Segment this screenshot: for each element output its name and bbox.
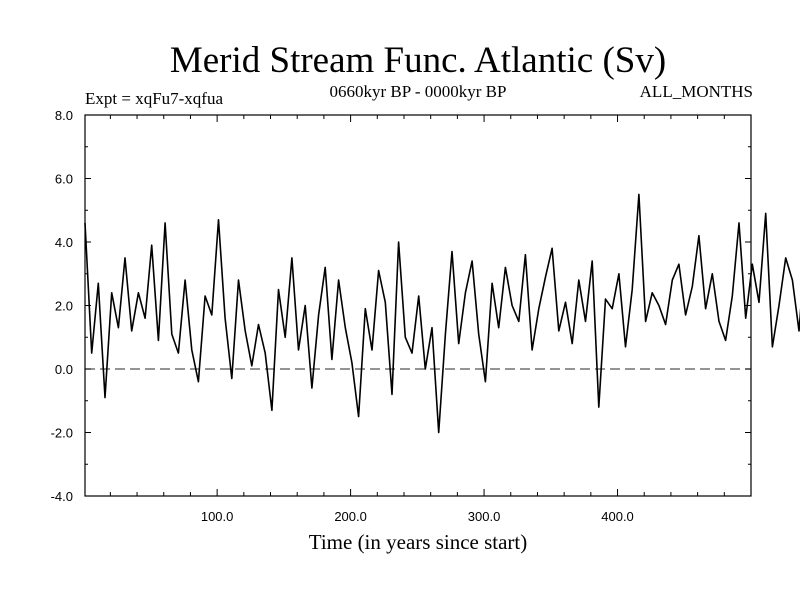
y-tick-label: 2.0 bbox=[55, 299, 73, 314]
x-axis: 100.0 200.0 300.0 400.0 bbox=[109, 115, 725, 524]
x-tick-label: 400.0 bbox=[601, 509, 634, 524]
x-axis-label: Time (in years since start) bbox=[309, 530, 528, 554]
plot-marks bbox=[84, 193, 800, 434]
x-tick-label: 300.0 bbox=[468, 509, 501, 524]
chart-title: Merid Stream Func. Atlantic (Sv) bbox=[170, 40, 666, 81]
y-tick-label: -4.0 bbox=[51, 489, 73, 504]
months-label: ALL_MONTHS bbox=[640, 82, 753, 101]
x-tick-label: 100.0 bbox=[201, 509, 234, 524]
y-tick-label: -2.0 bbox=[51, 426, 73, 441]
period-label: 0660kyr BP - 0000kyr BP bbox=[330, 82, 507, 101]
y-tick-label: 0.0 bbox=[55, 362, 73, 377]
y-tick-label: 8.0 bbox=[55, 108, 73, 123]
y-axis: -4.0 -2.0 0.0 2.0 4.0 6.0 8.0 bbox=[51, 108, 751, 504]
x-tick-label: 200.0 bbox=[334, 509, 367, 524]
y-tick-label: 6.0 bbox=[55, 172, 73, 187]
experiment-label: Expt = xqFu7-xqfua bbox=[85, 89, 223, 108]
series-line-1 bbox=[84, 193, 800, 434]
y-tick-label: 4.0 bbox=[55, 235, 73, 250]
